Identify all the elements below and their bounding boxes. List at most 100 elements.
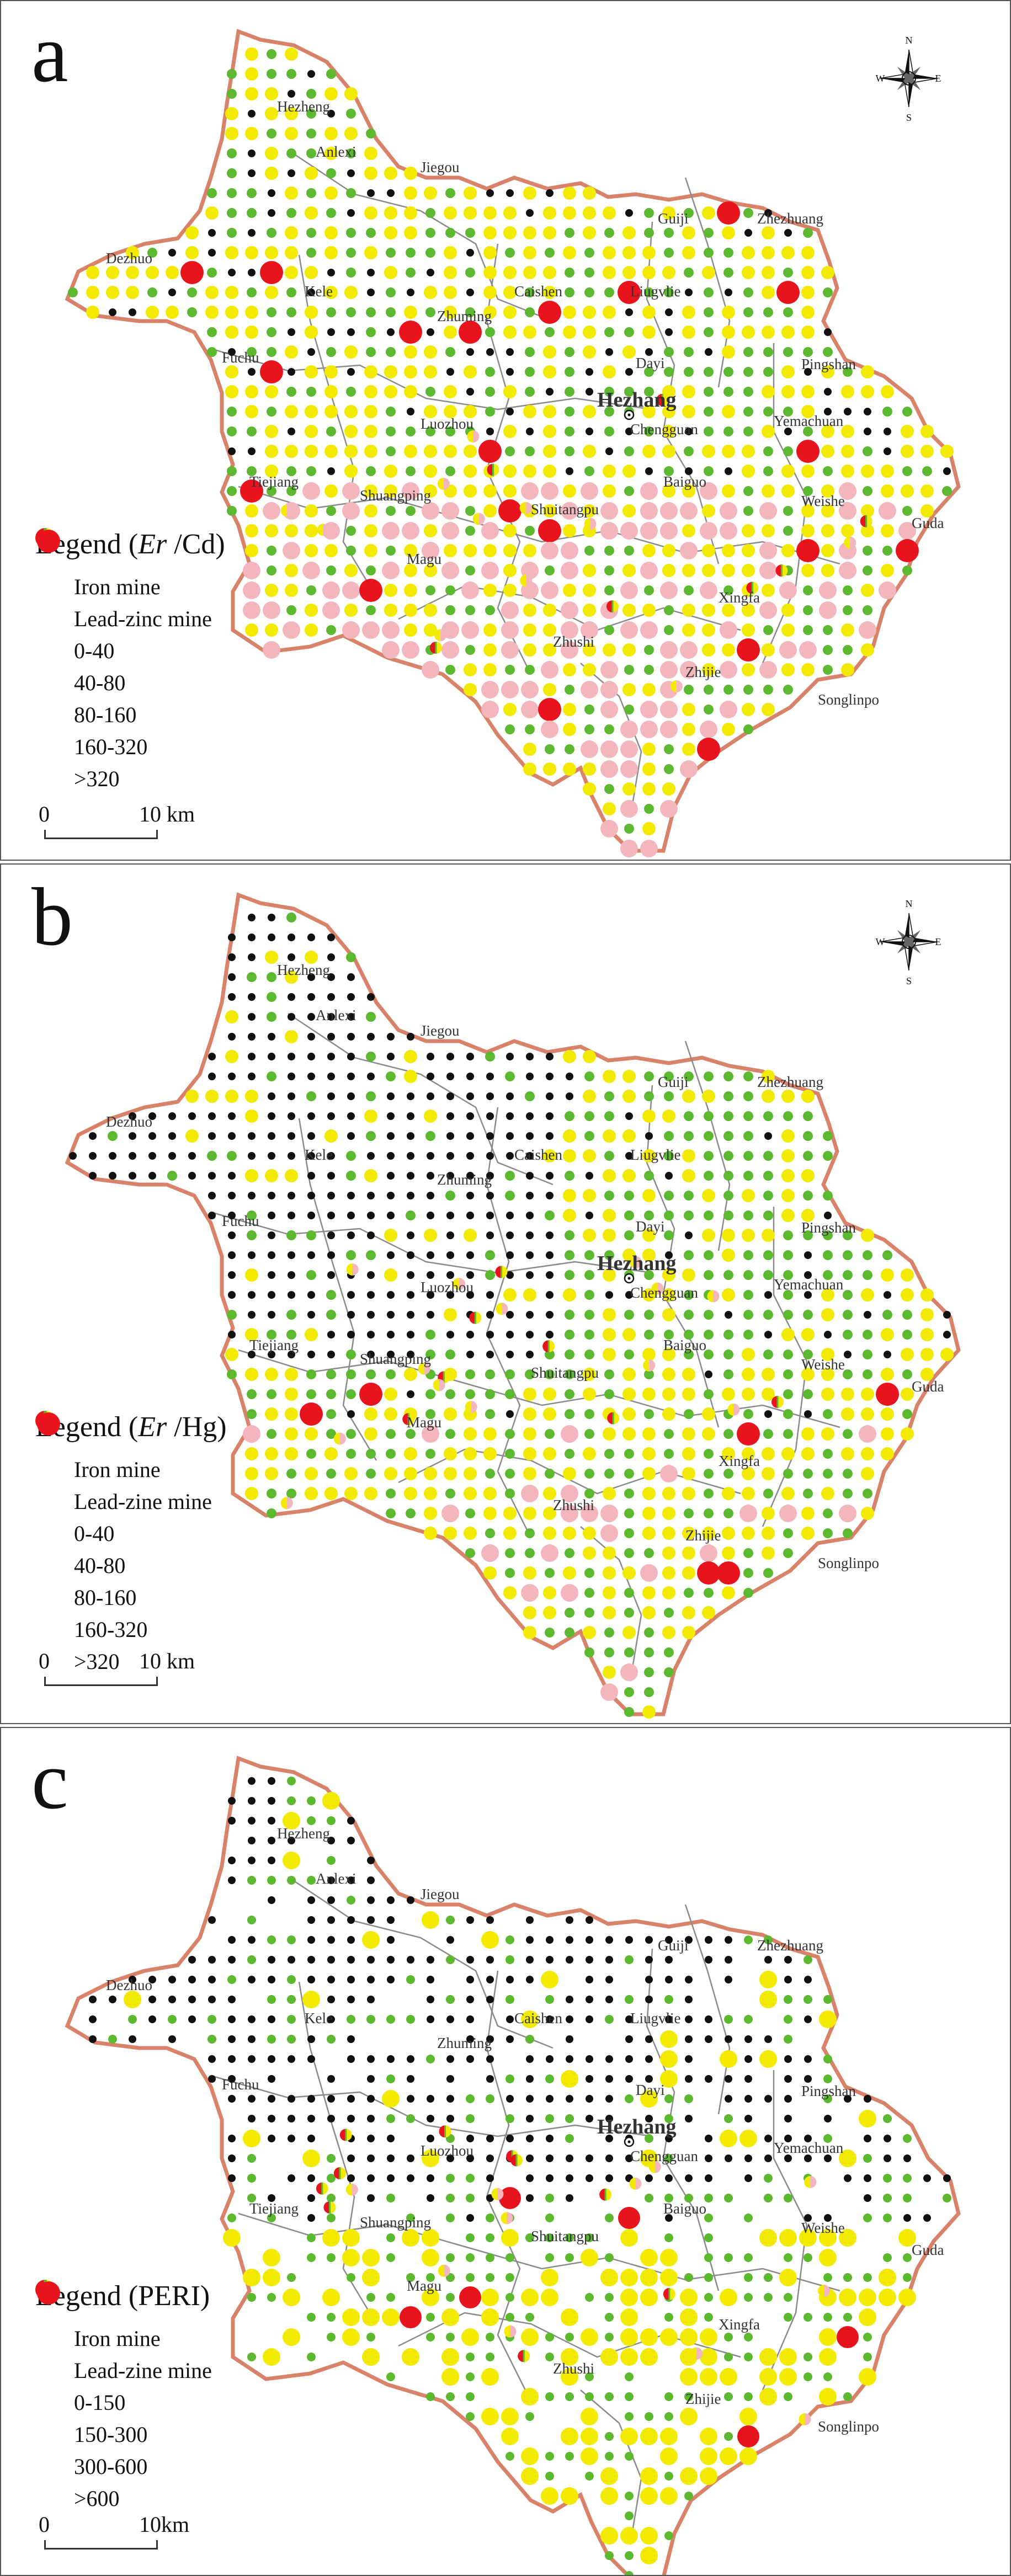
sample-point bbox=[685, 2035, 693, 2043]
sample-point bbox=[546, 1956, 554, 1964]
sample-point bbox=[228, 1331, 236, 1338]
sample-point bbox=[881, 524, 894, 537]
sample-point bbox=[739, 1505, 757, 1522]
sample-point bbox=[228, 2055, 236, 2063]
sample-point bbox=[723, 685, 733, 695]
sample-point bbox=[565, 2233, 574, 2242]
panel-label: a bbox=[31, 8, 68, 99]
sample-point bbox=[644, 367, 654, 377]
sample-point bbox=[386, 2015, 395, 2024]
sample-point bbox=[464, 1467, 477, 1480]
sample-point bbox=[605, 1936, 613, 1944]
sample-point bbox=[424, 623, 437, 637]
sample-point bbox=[302, 562, 320, 579]
sample-point bbox=[506, 1935, 514, 1944]
sample-point bbox=[523, 743, 536, 756]
sample-point bbox=[208, 1996, 216, 2003]
sample-point bbox=[407, 2075, 414, 2083]
sample-point bbox=[444, 385, 457, 398]
sample-point bbox=[327, 2333, 336, 2342]
sample-point bbox=[248, 2035, 256, 2043]
place-label: Weishe bbox=[801, 493, 845, 509]
sample-point bbox=[307, 1916, 315, 1924]
sample-point bbox=[283, 1812, 300, 1830]
sample-point bbox=[764, 2273, 773, 2282]
sample-point bbox=[863, 1369, 872, 1379]
sample-point bbox=[705, 2174, 712, 2182]
sample-point bbox=[285, 47, 298, 61]
sample-point bbox=[327, 2095, 335, 2103]
sample-point bbox=[640, 2467, 658, 2485]
legend-item-class-4: >320 bbox=[35, 1412, 227, 1677]
sample-point bbox=[682, 1090, 695, 1103]
sample-point bbox=[645, 2412, 653, 2421]
sample-point bbox=[347, 1073, 355, 1080]
sample-point bbox=[664, 2313, 673, 2322]
sample-point bbox=[624, 486, 634, 496]
sample-point bbox=[227, 1310, 237, 1320]
sample-point bbox=[225, 1348, 238, 1361]
sample-point bbox=[801, 1209, 815, 1222]
place-label: Kele bbox=[305, 2010, 333, 2026]
sample-point bbox=[665, 1251, 673, 1259]
sample-point bbox=[526, 2154, 534, 2162]
sample-point bbox=[660, 701, 678, 718]
sample-point bbox=[427, 1053, 434, 1060]
sample-point bbox=[839, 482, 856, 500]
sample-point bbox=[384, 1467, 397, 1480]
sample-point bbox=[367, 1152, 375, 1160]
sample-point bbox=[843, 1489, 853, 1498]
sample-point bbox=[404, 1070, 417, 1083]
sample-point bbox=[624, 1707, 634, 1717]
sample-point bbox=[466, 388, 474, 396]
sample-point bbox=[563, 723, 576, 736]
lead-zinc-mine-icon bbox=[607, 1412, 620, 1425]
sample-point bbox=[642, 326, 656, 339]
sample-point bbox=[521, 2447, 539, 2465]
sample-point bbox=[362, 2348, 380, 2366]
sample-point bbox=[684, 585, 694, 595]
sample-point bbox=[584, 1489, 594, 1498]
sample-point bbox=[307, 2214, 315, 2222]
place-label: Xingfa bbox=[719, 2316, 760, 2333]
sample-point bbox=[603, 1209, 616, 1222]
sample-point bbox=[624, 1508, 634, 1518]
sample-point bbox=[307, 348, 315, 356]
sample-point bbox=[624, 546, 634, 556]
sample-point bbox=[327, 2154, 336, 2163]
sample-point bbox=[525, 367, 535, 377]
sample-point bbox=[445, 347, 455, 357]
place-label: Caishen bbox=[514, 1146, 562, 1163]
iron-mine-icon bbox=[670, 680, 683, 692]
sample-point bbox=[722, 484, 735, 498]
sample-point bbox=[702, 1189, 715, 1202]
sample-point bbox=[722, 723, 735, 736]
sample-point bbox=[424, 286, 437, 299]
sample-point bbox=[864, 428, 871, 435]
sample-point bbox=[622, 1090, 636, 1103]
sample-point bbox=[485, 1389, 495, 1399]
sample-point bbox=[704, 1111, 714, 1121]
place-label: Dezhuo bbox=[106, 250, 152, 266]
sample-point bbox=[704, 2214, 713, 2222]
sample-point bbox=[604, 387, 614, 397]
sample-point bbox=[485, 407, 495, 417]
sample-point bbox=[803, 1111, 813, 1121]
sample-point bbox=[763, 1111, 773, 1121]
sample-point bbox=[326, 208, 336, 218]
sample-point bbox=[565, 446, 574, 456]
sample-point bbox=[863, 546, 872, 556]
sample-point bbox=[823, 665, 833, 675]
sample-point bbox=[783, 1310, 793, 1320]
svg-text:E: E bbox=[935, 73, 941, 84]
sample-point bbox=[188, 1152, 196, 1160]
sample-point bbox=[640, 2249, 658, 2266]
sample-point bbox=[723, 1508, 733, 1518]
sample-point bbox=[427, 1956, 434, 1964]
legend-item-class-3: >600 bbox=[35, 2281, 212, 2514]
sample-point bbox=[227, 426, 237, 436]
sample-point bbox=[425, 208, 435, 218]
sample-point bbox=[783, 526, 793, 536]
sample-point bbox=[723, 387, 733, 397]
sample-point bbox=[485, 1250, 495, 1260]
